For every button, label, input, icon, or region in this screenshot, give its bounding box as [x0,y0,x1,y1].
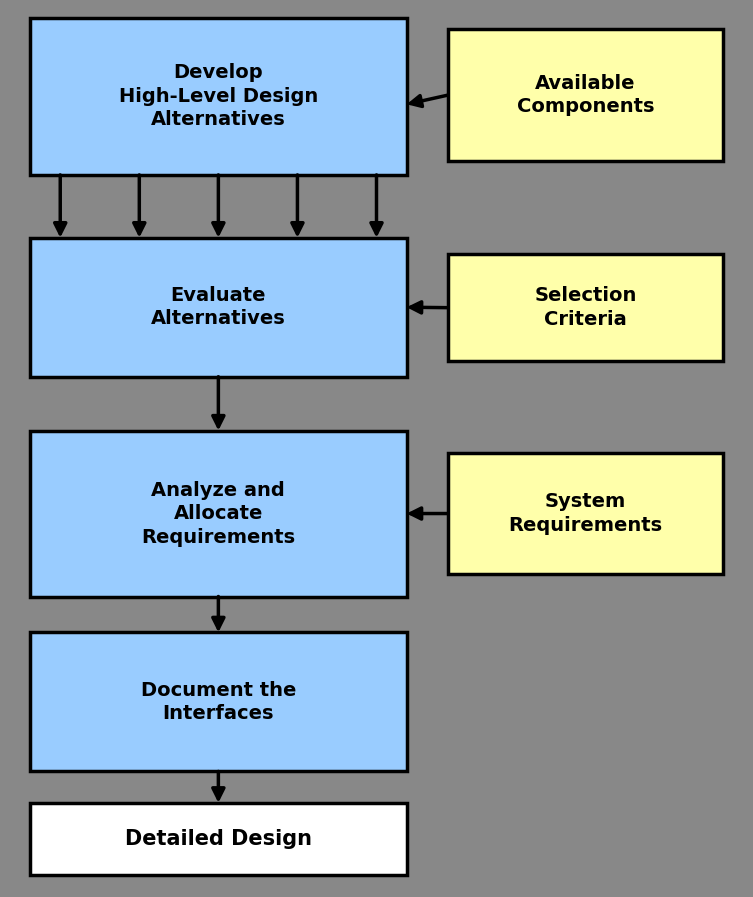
FancyBboxPatch shape [30,238,407,377]
Text: Analyze and
Allocate
Requirements: Analyze and Allocate Requirements [142,481,295,546]
Text: System
Requirements: System Requirements [508,492,663,535]
Text: Available
Components: Available Components [517,74,654,117]
FancyBboxPatch shape [448,29,723,161]
Text: Detailed Design: Detailed Design [125,829,312,849]
Text: Document the
Interfaces: Document the Interfaces [141,681,296,723]
Text: Develop
High-Level Design
Alternatives: Develop High-Level Design Alternatives [119,64,318,129]
FancyBboxPatch shape [448,453,723,574]
FancyBboxPatch shape [30,431,407,597]
FancyBboxPatch shape [448,254,723,361]
Text: Selection
Criteria: Selection Criteria [535,286,636,329]
FancyBboxPatch shape [30,632,407,771]
FancyBboxPatch shape [30,803,407,875]
FancyBboxPatch shape [30,18,407,175]
Text: Evaluate
Alternatives: Evaluate Alternatives [151,286,285,328]
